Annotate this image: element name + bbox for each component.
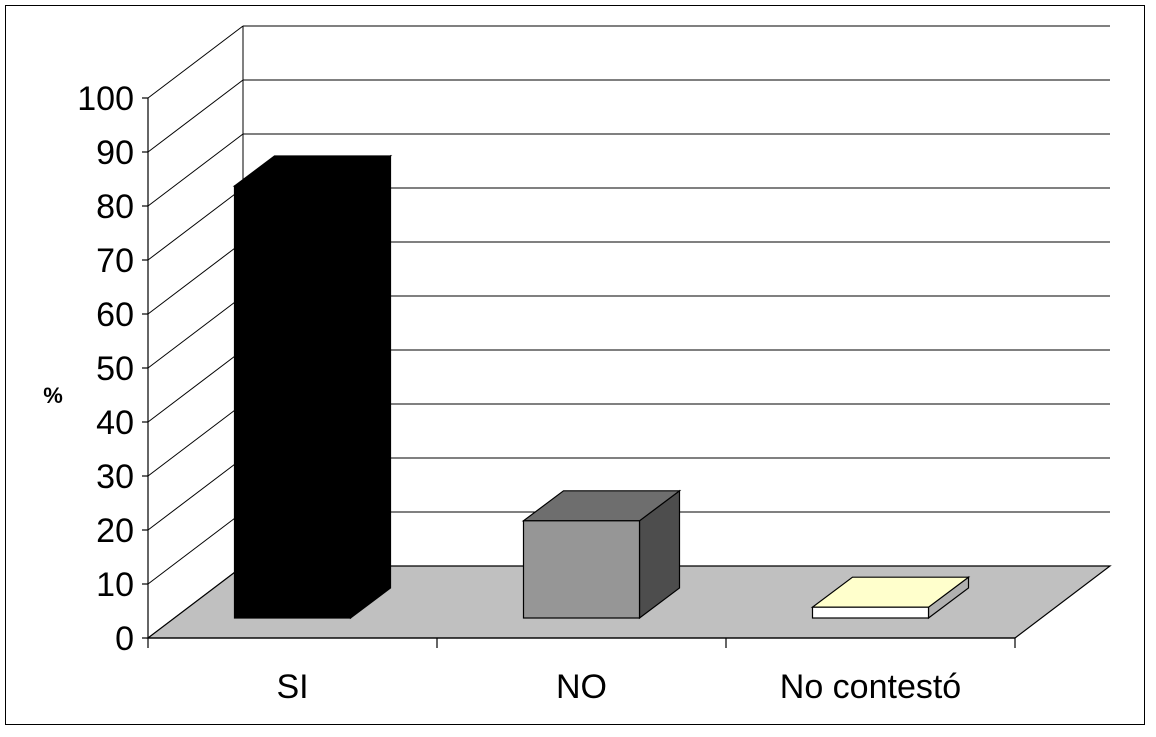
- bar-side-face: [349, 154, 392, 620]
- y-tick-label: 100: [77, 80, 134, 118]
- x-category-label: SI: [276, 668, 308, 706]
- y-tick-label: 80: [96, 188, 134, 226]
- y-tick-label: 90: [96, 134, 134, 172]
- side-gridline: [147, 403, 244, 477]
- side-gridline: [147, 241, 244, 315]
- side-gridline: [147, 349, 244, 423]
- bar-front-face: [233, 185, 352, 619]
- x-category-label: No contestó: [780, 668, 961, 706]
- bar-front-face: [811, 606, 930, 619]
- x-category-label: NO: [556, 668, 607, 706]
- y-tick-label: 70: [96, 242, 134, 280]
- y-tick-label: 40: [96, 404, 134, 442]
- chart-axes: [142, 97, 1016, 648]
- side-gridline: [147, 295, 244, 369]
- side-gridline: [147, 25, 244, 99]
- bar-0: [232, 154, 393, 620]
- side-gridline: [147, 511, 244, 585]
- y-tick-label: 50: [96, 350, 134, 388]
- y-tick-label: 10: [96, 566, 134, 604]
- x-category-labels: SI NO No contestó: [276, 668, 961, 706]
- side-gridline: [147, 79, 244, 153]
- y-tick-label: 30: [96, 458, 134, 496]
- side-gridline: [147, 133, 244, 207]
- side-gridline: [147, 457, 244, 531]
- y-tick-label: 0: [115, 620, 134, 658]
- y-tick-label: 20: [96, 512, 134, 550]
- bar-front-face: [522, 520, 641, 619]
- chart-bars: [232, 154, 971, 620]
- y-tick-labels: 0 10 20 30 40 50 60 70 80 90 100: [77, 80, 134, 658]
- y-axis-label: %: [43, 383, 63, 408]
- bar-2: [810, 576, 971, 620]
- bar-1: [521, 489, 682, 620]
- side-gridline: [147, 187, 244, 261]
- y-tick-label: 60: [96, 296, 134, 334]
